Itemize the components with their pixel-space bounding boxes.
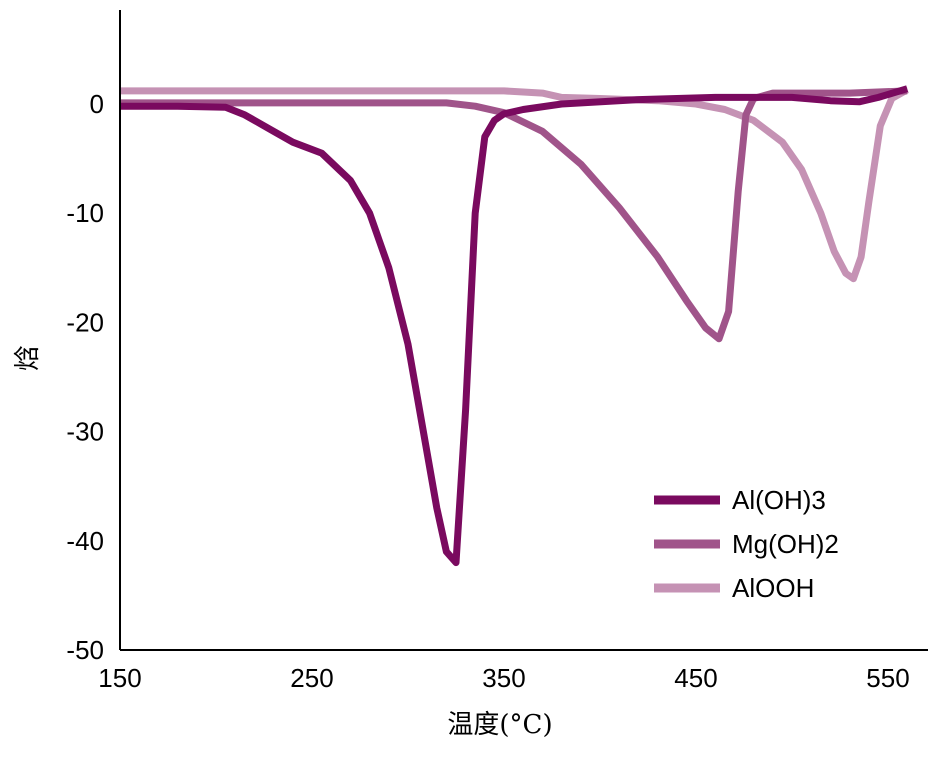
x-tick-label: 150	[98, 663, 141, 693]
series-layer	[120, 85, 909, 567]
legend: Al(OH)3 Mg(OH)2 AlOOH	[654, 485, 839, 603]
legend-label: Al(OH)3	[732, 485, 826, 515]
x-tick-label: 250	[290, 663, 333, 693]
y-tick-label: -10	[66, 198, 104, 228]
legend-label: AlOOH	[732, 573, 814, 603]
series-line-mg-oh-2	[120, 87, 908, 343]
y-tick-label: -20	[66, 307, 104, 337]
series-line-al-oh-3	[120, 85, 909, 567]
x-tick-label: 450	[674, 663, 717, 693]
y-tick-label: 0	[90, 89, 104, 119]
legend-label: Mg(OH)2	[732, 529, 839, 559]
y-tick-label: -50	[66, 635, 104, 665]
y-axis-title: 焓	[13, 345, 43, 371]
x-tick-label: 550	[866, 663, 909, 693]
y-tick-label: -40	[66, 526, 104, 556]
axes-layer	[119, 10, 928, 651]
x-axis-title: 温度(°C)	[447, 710, 552, 740]
series-line-alooh	[120, 86, 909, 283]
y-tick-label: -30	[66, 417, 104, 447]
y-tick-labels: 0 -10 -20 -30 -40 -50	[66, 89, 104, 665]
x-tick-labels: 150 250 350 450 550	[98, 663, 909, 693]
x-tick-label: 350	[482, 663, 525, 693]
